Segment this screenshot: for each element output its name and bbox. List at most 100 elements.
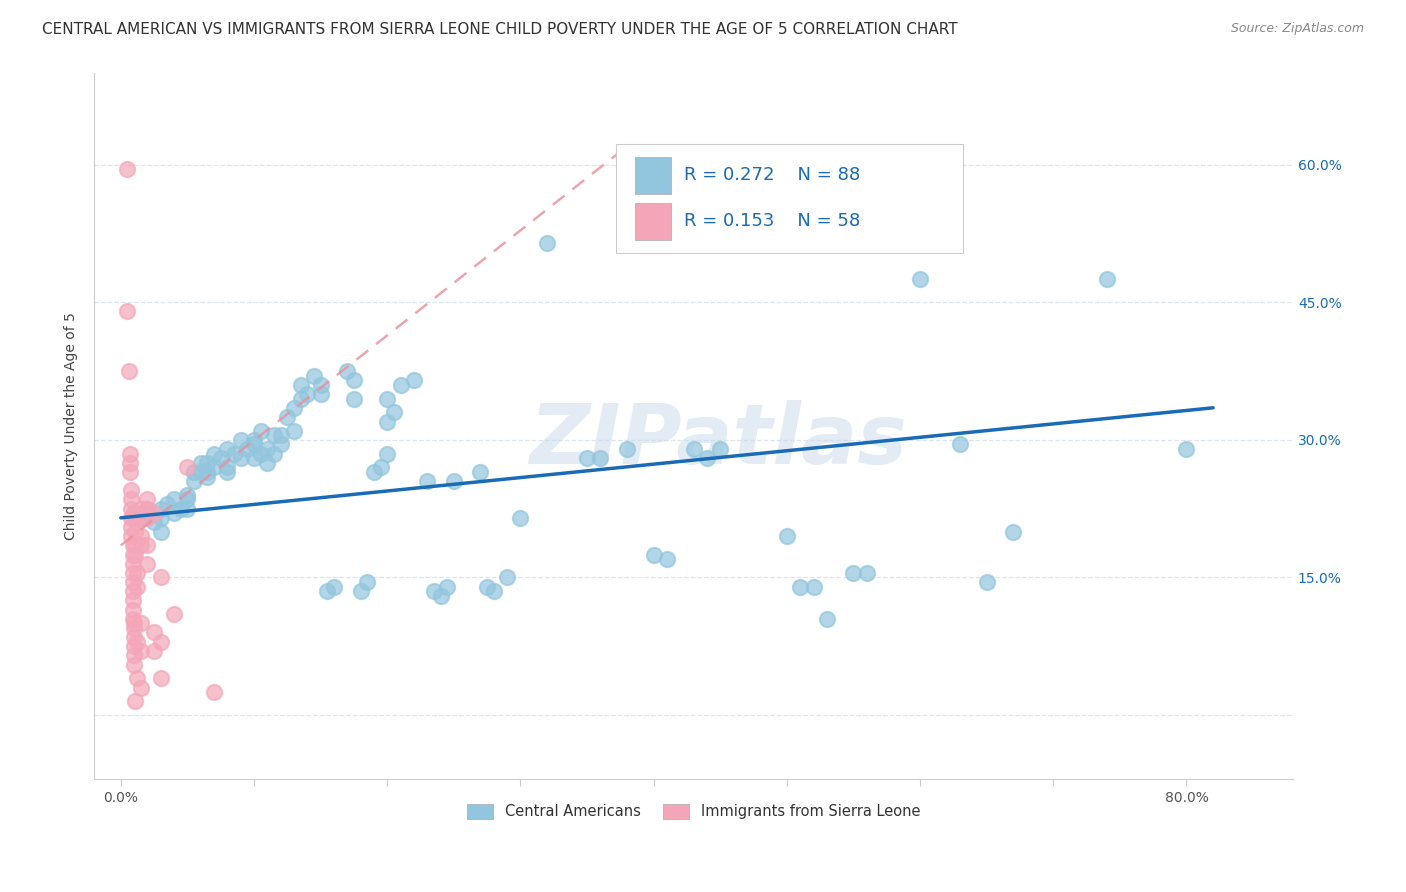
Point	[129, 511, 152, 525]
Point	[436, 580, 458, 594]
Point	[263, 428, 285, 442]
Point	[136, 511, 159, 525]
Point	[470, 465, 492, 479]
Point	[176, 460, 198, 475]
Point	[129, 616, 152, 631]
Point	[122, 511, 145, 525]
Point	[183, 465, 205, 479]
Point	[122, 657, 145, 672]
Point	[121, 483, 143, 498]
Point	[443, 474, 465, 488]
Point	[122, 506, 145, 520]
Point	[124, 538, 146, 552]
Point	[1175, 442, 1198, 456]
Point	[709, 442, 731, 456]
Point	[776, 529, 799, 543]
Point	[270, 437, 292, 451]
Point	[243, 433, 266, 447]
Point	[256, 442, 278, 456]
Point	[356, 575, 378, 590]
Point	[616, 442, 638, 456]
Point	[149, 671, 172, 685]
Point	[136, 501, 159, 516]
Point	[349, 584, 371, 599]
Point	[803, 580, 825, 594]
Point	[576, 451, 599, 466]
Point	[125, 671, 148, 685]
Point	[655, 552, 678, 566]
Point	[124, 548, 146, 562]
Point	[120, 456, 142, 470]
Point	[143, 625, 166, 640]
Point	[163, 506, 186, 520]
Point	[129, 681, 152, 695]
Point	[149, 524, 172, 539]
Point	[129, 511, 152, 525]
Point	[117, 162, 139, 177]
Point	[149, 511, 172, 525]
Point	[375, 415, 398, 429]
Point	[163, 492, 186, 507]
Point	[190, 456, 212, 470]
Point	[949, 437, 972, 451]
Point	[118, 364, 141, 378]
Point	[156, 497, 179, 511]
Point	[129, 501, 152, 516]
Point	[136, 506, 159, 520]
Point	[297, 387, 319, 401]
Point	[183, 474, 205, 488]
Point	[202, 460, 225, 475]
Point	[121, 548, 143, 562]
Point	[482, 584, 505, 599]
Point	[121, 492, 143, 507]
Point	[121, 566, 143, 580]
Point	[121, 557, 143, 571]
Point	[197, 456, 219, 470]
Point	[217, 442, 239, 456]
Point	[370, 460, 392, 475]
Point	[643, 548, 665, 562]
Point	[908, 272, 931, 286]
Text: CENTRAL AMERICAN VS IMMIGRANTS FROM SIERRA LEONE CHILD POVERTY UNDER THE AGE OF : CENTRAL AMERICAN VS IMMIGRANTS FROM SIER…	[42, 22, 957, 37]
Point	[125, 580, 148, 594]
Point	[249, 447, 271, 461]
FancyBboxPatch shape	[616, 144, 963, 253]
Point	[121, 584, 143, 599]
Point	[202, 447, 225, 461]
Point	[125, 634, 148, 648]
Point	[124, 694, 146, 708]
Point	[249, 424, 271, 438]
Point	[429, 589, 451, 603]
Point	[176, 488, 198, 502]
Point	[236, 442, 259, 456]
Point	[125, 566, 148, 580]
Point	[343, 373, 366, 387]
Point	[855, 566, 877, 580]
Point	[124, 524, 146, 539]
Point	[190, 465, 212, 479]
Point	[122, 506, 145, 520]
Point	[120, 465, 142, 479]
Point	[136, 492, 159, 507]
Point	[121, 612, 143, 626]
Point	[475, 580, 498, 594]
Point	[222, 447, 245, 461]
Point	[290, 377, 312, 392]
Point	[121, 538, 143, 552]
Point	[122, 648, 145, 663]
Text: ZIPatlas: ZIPatlas	[529, 400, 907, 481]
Point	[129, 529, 152, 543]
Point	[117, 304, 139, 318]
Point	[375, 392, 398, 406]
Point	[336, 364, 359, 378]
Point	[149, 501, 172, 516]
Point	[121, 593, 143, 607]
Point	[789, 580, 811, 594]
Point	[209, 451, 232, 466]
Point	[309, 387, 332, 401]
Point	[197, 465, 219, 479]
Point	[243, 437, 266, 451]
Point	[1002, 524, 1025, 539]
Point	[323, 580, 346, 594]
Point	[316, 584, 339, 599]
